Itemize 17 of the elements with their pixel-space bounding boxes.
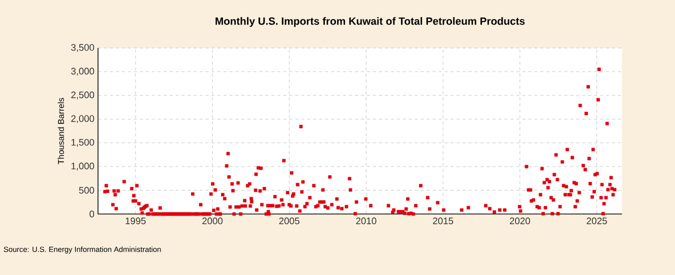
y-tick-label: 2,000 bbox=[71, 115, 94, 124]
y-tick-label: 0 bbox=[90, 210, 94, 218]
y-tick-label: 3,000 bbox=[71, 68, 94, 76]
x-tick-label: 2020 bbox=[510, 218, 530, 224]
x-tick-label: 2005 bbox=[279, 218, 300, 224]
chart-title: Monthly U.S. Imports from Kuwait of Total Petroleum Products bbox=[216, 17, 525, 27]
y-tick-label: 1,000 bbox=[72, 162, 94, 170]
x-tick-label: 2015 bbox=[432, 218, 454, 224]
y-tick-label: 3,500 bbox=[71, 44, 94, 52]
y-tick-label: 1,500 bbox=[72, 138, 94, 147]
x-tick-label: 2000 bbox=[202, 218, 223, 224]
y-tick-label: 2,500 bbox=[71, 92, 94, 100]
x-tick-label: 1995 bbox=[126, 218, 146, 224]
y-tick-label: 500 bbox=[79, 186, 94, 194]
y-axis-title: Thousand Barrels bbox=[58, 98, 64, 164]
x-tick-label: 2025 bbox=[586, 218, 607, 224]
x-tick-label: 2010 bbox=[356, 218, 376, 224]
